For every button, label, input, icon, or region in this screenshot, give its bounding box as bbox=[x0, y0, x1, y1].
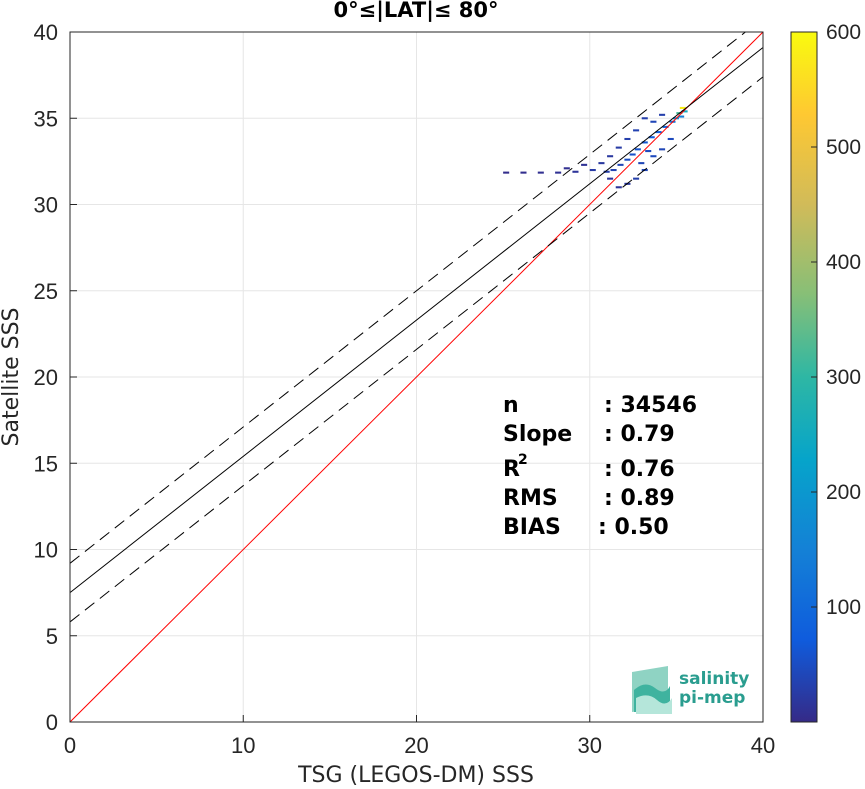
one-to-one-line bbox=[69, 31, 764, 723]
density-cell bbox=[589, 169, 596, 172]
stat-r2-label: R bbox=[503, 457, 520, 482]
density-cell bbox=[638, 162, 645, 165]
logo-wave-icon bbox=[636, 695, 672, 714]
density-cell bbox=[678, 115, 685, 118]
x-tick-label: 20 bbox=[404, 733, 428, 758]
density-cell bbox=[555, 171, 562, 174]
logo-text-line1: salinity bbox=[679, 669, 749, 689]
density-cell bbox=[537, 171, 544, 174]
colorbar-tick-label: 500 bbox=[826, 136, 861, 159]
density-cell bbox=[681, 110, 688, 113]
stat-slope-value: : 0.79 bbox=[604, 422, 675, 447]
stat-n-value: : 34546 bbox=[604, 393, 697, 418]
density-cell bbox=[679, 106, 686, 109]
density-cell bbox=[624, 158, 631, 161]
colorbar-tick-label: 100 bbox=[826, 596, 861, 619]
y-axis-label: Satellite SSS bbox=[0, 308, 24, 447]
stat-rms-value: : 0.89 bbox=[604, 486, 675, 511]
logo-text-line2: pi-mep bbox=[679, 688, 745, 708]
chart-title: 0°≤|LAT|≤ 80° bbox=[333, 0, 498, 23]
regression-upper-line bbox=[69, 31, 746, 564]
density-cell bbox=[610, 169, 617, 172]
x-tick-label: 30 bbox=[578, 733, 602, 758]
colorbar-ticks: 100 200 300 400 500 600 bbox=[811, 21, 861, 619]
y-tick-label: 5 bbox=[46, 624, 58, 649]
density-cell bbox=[603, 170, 610, 173]
stat-slope-label: Slope bbox=[503, 422, 572, 447]
stat-r2-superscript: 2 bbox=[518, 452, 528, 468]
x-axis-ticks: 0 10 20 30 40 bbox=[64, 715, 775, 758]
y-tick-label: 25 bbox=[34, 279, 58, 304]
density-cell bbox=[598, 162, 605, 165]
y-tick-label: 40 bbox=[34, 20, 58, 45]
density-cell bbox=[650, 120, 657, 123]
stat-bias-value: : 0.50 bbox=[598, 515, 669, 540]
density-cell bbox=[634, 148, 641, 151]
density-cell bbox=[659, 113, 666, 116]
y-axis-ticks: 0 5 10 15 20 25 30 35 40 bbox=[34, 20, 77, 735]
density-cell bbox=[662, 125, 669, 128]
density-cell bbox=[520, 171, 527, 174]
density-cell bbox=[659, 148, 666, 151]
y-tick-label: 20 bbox=[34, 365, 58, 390]
stat-rms-label: RMS bbox=[503, 486, 558, 511]
density-cell bbox=[645, 150, 652, 153]
density-cell bbox=[655, 131, 662, 134]
density-cell bbox=[624, 137, 631, 141]
density-cell bbox=[650, 155, 657, 158]
stat-r2-value: : 0.76 bbox=[604, 457, 675, 482]
salinity-pi-mep-logo: salinity pi-mep bbox=[632, 666, 749, 714]
x-tick-label: 10 bbox=[231, 733, 255, 758]
x-tick-label: 0 bbox=[64, 733, 76, 758]
density-cell bbox=[641, 117, 648, 120]
density-cell bbox=[648, 136, 655, 139]
density-cell bbox=[503, 171, 510, 174]
density-cell bbox=[633, 177, 640, 180]
density-cell bbox=[629, 153, 636, 156]
stats-box: n : 34546 Slope : 0.79 R 2 : 0.76 RMS : … bbox=[503, 393, 697, 540]
density-cell bbox=[667, 137, 674, 141]
regression-lower-line bbox=[69, 76, 764, 623]
fit-lines bbox=[69, 31, 764, 723]
colorbar-tick-label: 400 bbox=[826, 251, 861, 274]
density-cell bbox=[572, 170, 579, 173]
y-tick-label: 0 bbox=[46, 710, 58, 735]
density-cell bbox=[563, 167, 570, 170]
stat-n-label: n bbox=[503, 393, 519, 418]
density-cell bbox=[615, 146, 622, 149]
y-tick-label: 15 bbox=[34, 451, 58, 476]
x-axis-label: TSG (LEGOS-DM) SSS bbox=[297, 763, 534, 788]
density-cell bbox=[641, 141, 648, 144]
colorbar-tick-label: 200 bbox=[826, 481, 861, 504]
density-cell bbox=[633, 129, 640, 132]
regression-line bbox=[69, 47, 764, 594]
y-tick-label: 30 bbox=[34, 193, 58, 218]
colorbar-tick-label: 600 bbox=[826, 21, 861, 44]
x-tick-label: 40 bbox=[751, 733, 775, 758]
colorbar-tick-label: 300 bbox=[826, 366, 861, 389]
density-cell bbox=[607, 155, 614, 158]
y-tick-label: 35 bbox=[34, 106, 58, 131]
density-cell bbox=[617, 163, 624, 166]
density-cell bbox=[581, 163, 588, 166]
density-cell bbox=[607, 177, 614, 180]
stat-bias-label: BIAS bbox=[503, 515, 561, 540]
y-tick-label: 10 bbox=[34, 538, 58, 563]
density-cell bbox=[615, 186, 622, 189]
